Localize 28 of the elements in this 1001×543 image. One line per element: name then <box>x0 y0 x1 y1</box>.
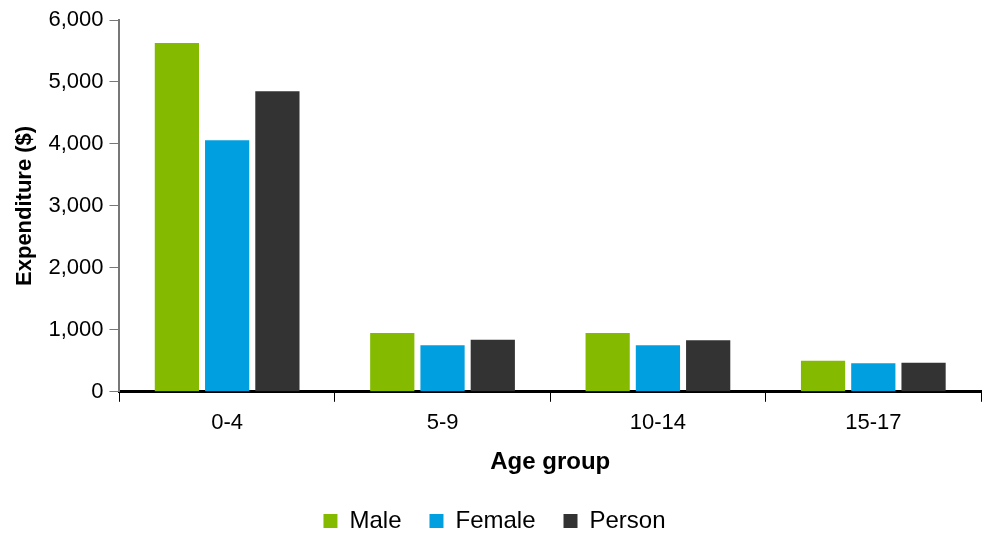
bar <box>255 91 300 392</box>
y-tick-label: 5,000 <box>48 68 104 94</box>
legend-label: Female <box>455 505 536 533</box>
x-tick-label: 5-9 <box>426 409 459 435</box>
bar <box>420 345 465 392</box>
legend-label: Male <box>349 505 402 533</box>
legend-label: Person <box>589 505 666 533</box>
bar <box>585 332 630 392</box>
y-tick-label: 6,000 <box>48 6 104 32</box>
y-tick-label: 2,000 <box>48 253 104 279</box>
bar <box>851 363 896 392</box>
bar <box>470 339 515 392</box>
bar <box>635 345 681 392</box>
bar <box>686 340 731 392</box>
x-tick-label: 10-14 <box>629 409 687 435</box>
y-tick-label: 3,000 <box>48 191 104 217</box>
bar <box>901 362 946 392</box>
bar <box>154 42 199 392</box>
y-tick-label: 0 <box>91 377 104 403</box>
bar <box>800 360 846 392</box>
x-tick-label: 15-17 <box>845 409 902 435</box>
x-axis-title: Age group <box>490 447 611 475</box>
bar <box>370 332 415 392</box>
y-tick-label: 4,000 <box>48 130 104 155</box>
y-axis-title: Expenditure ($) <box>11 125 37 286</box>
y-tick-label: 1,000 <box>48 315 104 341</box>
x-tick-label: 0-4 <box>211 409 244 435</box>
bar <box>205 140 250 392</box>
